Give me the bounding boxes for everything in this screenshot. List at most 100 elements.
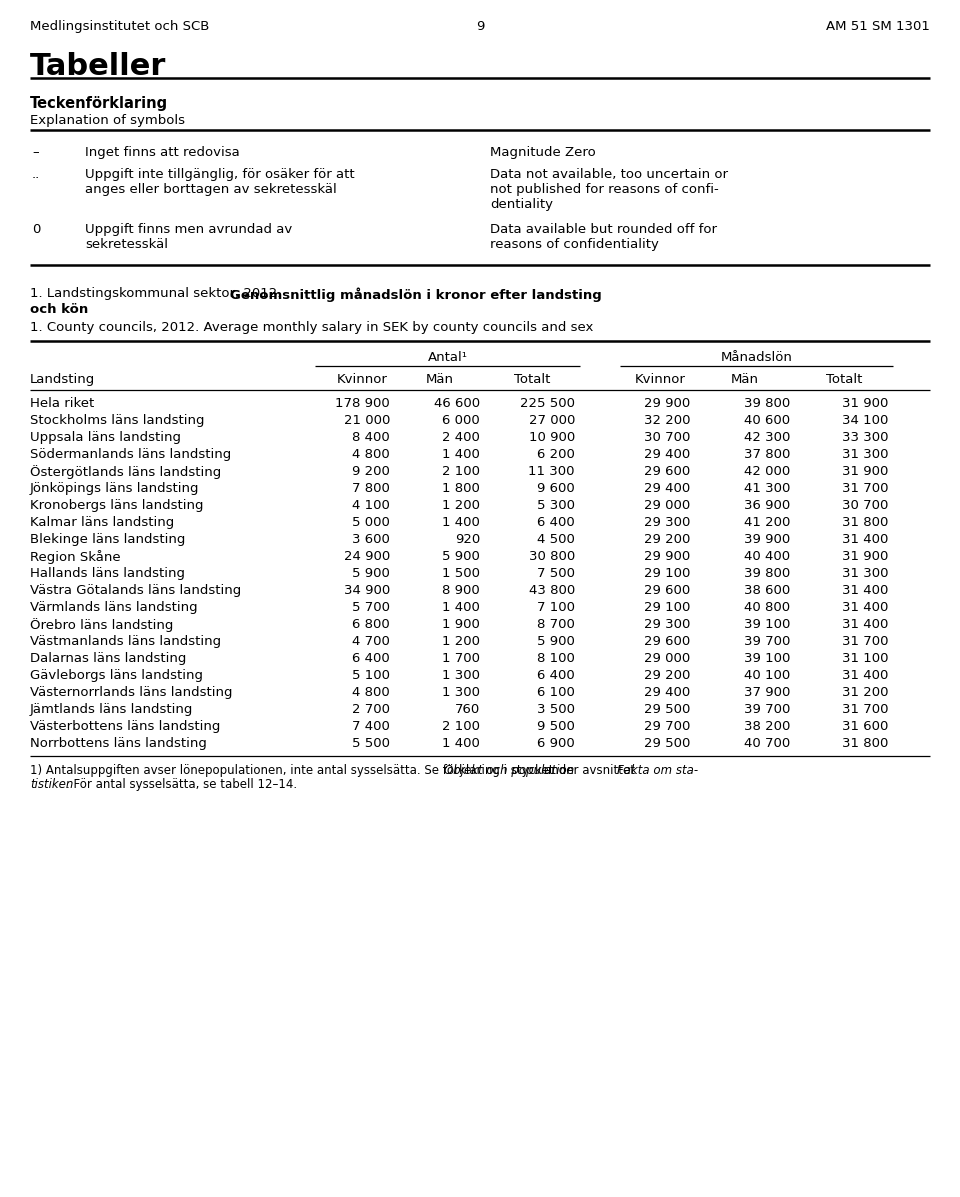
Text: Teckenförklaring: Teckenförklaring: [30, 96, 168, 111]
Text: 6 800: 6 800: [352, 618, 390, 631]
Text: Kvinnor: Kvinnor: [337, 373, 388, 385]
Text: Hallands läns landsting: Hallands läns landsting: [30, 567, 185, 581]
Text: 10 900: 10 900: [529, 431, 575, 444]
Text: 8 900: 8 900: [443, 584, 480, 597]
Text: 29 700: 29 700: [643, 721, 690, 733]
Text: 30 700: 30 700: [643, 431, 690, 444]
Text: 31 400: 31 400: [842, 669, 888, 682]
Text: Män: Män: [731, 373, 759, 385]
Text: anges eller borttagen av sekretesskäl: anges eller borttagen av sekretesskäl: [85, 183, 337, 196]
Text: och kön: och kön: [30, 303, 88, 316]
Text: 40 800: 40 800: [744, 601, 790, 614]
Text: 760: 760: [455, 703, 480, 716]
Text: 31 900: 31 900: [842, 549, 888, 563]
Text: 29 300: 29 300: [643, 516, 690, 529]
Text: 34 900: 34 900: [344, 584, 390, 597]
Text: 32 200: 32 200: [643, 414, 690, 427]
Text: 39 800: 39 800: [744, 567, 790, 581]
Text: 4 500: 4 500: [538, 533, 575, 546]
Text: 7 400: 7 400: [352, 721, 390, 733]
Text: 34 100: 34 100: [842, 414, 888, 427]
Text: 31 400: 31 400: [842, 584, 888, 597]
Text: 38 200: 38 200: [744, 721, 790, 733]
Text: 42 000: 42 000: [744, 464, 790, 478]
Text: 31 300: 31 300: [842, 448, 888, 461]
Text: 33 300: 33 300: [842, 431, 888, 444]
Text: 40 100: 40 100: [744, 669, 790, 682]
Text: 31 700: 31 700: [842, 482, 888, 496]
Text: Region Skåne: Region Skåne: [30, 549, 121, 564]
Text: 31 700: 31 700: [842, 703, 888, 716]
Text: 24 900: 24 900: [344, 549, 390, 563]
Text: 9 500: 9 500: [538, 721, 575, 733]
Text: 31 400: 31 400: [842, 533, 888, 546]
Text: 5 000: 5 000: [352, 516, 390, 529]
Text: 27 000: 27 000: [529, 414, 575, 427]
Text: 21 000: 21 000: [344, 414, 390, 427]
Text: 1 300: 1 300: [442, 686, 480, 699]
Text: Hela riket: Hela riket: [30, 397, 94, 411]
Text: 39 100: 39 100: [744, 652, 790, 666]
Text: 29 000: 29 000: [644, 499, 690, 512]
Text: 0: 0: [32, 223, 40, 236]
Text: Jönköpings läns landsting: Jönköpings läns landsting: [30, 482, 200, 496]
Text: 5 900: 5 900: [443, 549, 480, 563]
Text: 29 400: 29 400: [644, 482, 690, 496]
Text: 29 500: 29 500: [643, 703, 690, 716]
Text: not published for reasons of confi-: not published for reasons of confi-: [490, 183, 719, 196]
Text: 29 100: 29 100: [643, 567, 690, 581]
Text: 29 900: 29 900: [644, 397, 690, 411]
Text: 9 600: 9 600: [538, 482, 575, 496]
Text: 29 400: 29 400: [644, 448, 690, 461]
Text: 46 600: 46 600: [434, 397, 480, 411]
Text: Genomsnittlig månadslön i kronor efter landsting: Genomsnittlig månadslön i kronor efter l…: [229, 287, 602, 302]
Text: 1 900: 1 900: [443, 618, 480, 631]
Text: Data not available, too uncertain or: Data not available, too uncertain or: [490, 168, 728, 181]
Text: 1 200: 1 200: [442, 499, 480, 512]
Text: 31 400: 31 400: [842, 601, 888, 614]
Text: Västra Götalands läns landsting: Västra Götalands läns landsting: [30, 584, 241, 597]
Text: 1 500: 1 500: [442, 567, 480, 581]
Text: 29 200: 29 200: [643, 669, 690, 682]
Text: 29 100: 29 100: [643, 601, 690, 614]
Text: Inget finns att redovisa: Inget finns att redovisa: [85, 146, 240, 159]
Text: Män: Män: [426, 373, 454, 385]
Text: Månadslön: Månadslön: [721, 351, 792, 364]
Text: Uppsala läns landsting: Uppsala läns landsting: [30, 431, 181, 444]
Text: reasons of confidentiality: reasons of confidentiality: [490, 238, 659, 251]
Text: 6 900: 6 900: [538, 737, 575, 751]
Text: 1 800: 1 800: [443, 482, 480, 496]
Text: 29 200: 29 200: [643, 533, 690, 546]
Text: 37 900: 37 900: [744, 686, 790, 699]
Text: 40 600: 40 600: [744, 414, 790, 427]
Text: tistiken: tistiken: [30, 778, 73, 791]
Text: AM 51 SM 1301: AM 51 SM 1301: [827, 20, 930, 34]
Text: Västerbottens läns landsting: Västerbottens läns landsting: [30, 721, 221, 733]
Text: 40 700: 40 700: [744, 737, 790, 751]
Text: sekretesskäl: sekretesskäl: [85, 238, 168, 251]
Text: 3 500: 3 500: [537, 703, 575, 716]
Text: 8 400: 8 400: [352, 431, 390, 444]
Text: 30 700: 30 700: [842, 499, 888, 512]
Text: 9 200: 9 200: [352, 464, 390, 478]
Text: 31 700: 31 700: [842, 634, 888, 648]
Text: 225 500: 225 500: [520, 397, 575, 411]
Text: 7 500: 7 500: [537, 567, 575, 581]
Text: 8 700: 8 700: [538, 618, 575, 631]
Text: 7 800: 7 800: [352, 482, 390, 496]
Text: 31 200: 31 200: [842, 686, 888, 699]
Text: 920: 920: [455, 533, 480, 546]
Text: 5 900: 5 900: [538, 634, 575, 648]
Text: 5 500: 5 500: [352, 737, 390, 751]
Text: –: –: [32, 146, 38, 159]
Text: 39 100: 39 100: [744, 618, 790, 631]
Text: Dalarnas läns landsting: Dalarnas läns landsting: [30, 652, 186, 666]
Text: 42 300: 42 300: [744, 431, 790, 444]
Text: 29 600: 29 600: [644, 464, 690, 478]
Text: 31 900: 31 900: [842, 397, 888, 411]
Text: 4 800: 4 800: [352, 448, 390, 461]
Text: 6 200: 6 200: [538, 448, 575, 461]
Text: Västernorrlands läns landsting: Västernorrlands läns landsting: [30, 686, 232, 699]
Text: 43 800: 43 800: [529, 584, 575, 597]
Text: 31 600: 31 600: [842, 721, 888, 733]
